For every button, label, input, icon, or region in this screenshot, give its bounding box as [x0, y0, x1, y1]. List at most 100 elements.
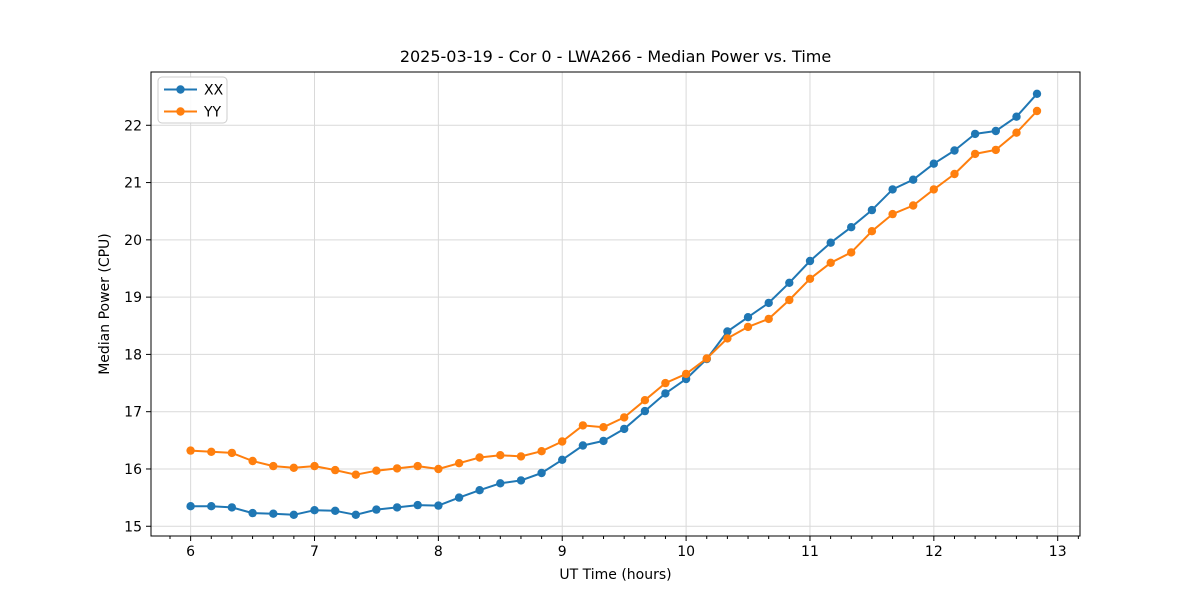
data-point-marker [434, 501, 443, 510]
legend-item-yy: YY [164, 105, 222, 121]
data-point-marker [867, 205, 877, 215]
x-tick-label: 7 [310, 544, 319, 560]
data-point-marker [909, 175, 918, 184]
data-point-marker [620, 413, 629, 422]
data-point-marker [496, 451, 505, 460]
y-tick-label: 19 [124, 290, 142, 306]
y-axis-label: Median Power (CPU) [97, 233, 113, 375]
data-point-marker [227, 448, 237, 458]
data-point-marker [351, 470, 360, 479]
legend-marker-icon [176, 85, 185, 94]
data-point-marker [248, 508, 257, 518]
x-tick-label: 8 [434, 544, 443, 560]
data-point-marker [186, 446, 195, 455]
data-point-marker [764, 314, 773, 324]
data-point-marker [558, 437, 567, 446]
data-point-marker [702, 354, 711, 363]
data-point-marker [351, 510, 360, 519]
data-point-marker [805, 274, 815, 283]
x-tick-label: 13 [1049, 544, 1067, 560]
legend: XX YY [157, 76, 228, 124]
data-point-marker [537, 468, 546, 478]
x-tick-label: 11 [801, 544, 819, 560]
x-tick-label: 12 [925, 544, 943, 560]
data-point-marker [372, 466, 381, 475]
y-tick-label: 15 [124, 519, 142, 535]
data-point-marker [970, 149, 980, 159]
legend-item-xx: XX [164, 83, 224, 99]
y-tick-label: 17 [124, 405, 142, 421]
data-point-marker [847, 248, 856, 257]
data-point-marker [248, 456, 257, 466]
data-point-marker [537, 447, 546, 456]
series-yy-markers [186, 106, 1042, 479]
data-point-marker [289, 510, 298, 519]
data-point-marker [331, 465, 340, 475]
data-point-marker [207, 502, 216, 511]
series-yy-line [189, 110, 1038, 476]
data-point-marker [496, 479, 505, 488]
data-point-marker [888, 185, 897, 194]
data-point-marker [331, 506, 340, 515]
data-point-marker [558, 455, 567, 464]
series-xx-line [189, 92, 1038, 516]
y-tick-label: 22 [124, 118, 142, 134]
y-tick-label: 18 [124, 347, 142, 363]
x-tick-label: 10 [677, 544, 695, 560]
data-point-marker [578, 441, 588, 450]
data-point-marker [475, 453, 484, 462]
data-point-marker [289, 463, 298, 472]
data-point-marker [785, 295, 794, 305]
axes-frame [150, 71, 1081, 537]
data-point-marker [929, 185, 938, 194]
data-point-marker [764, 298, 773, 308]
data-point-marker [661, 378, 670, 388]
data-point-marker [970, 129, 980, 139]
data-point-marker [599, 423, 608, 432]
data-point-marker [310, 461, 319, 471]
data-point-marker [681, 369, 691, 379]
legend-label: YY [203, 105, 222, 121]
data-point-marker [743, 313, 753, 322]
data-point-marker [723, 334, 732, 343]
y-tick-label: 16 [124, 462, 142, 478]
data-point-marker [826, 238, 835, 247]
data-point-marker [434, 464, 443, 474]
data-point-marker [950, 146, 959, 155]
data-point-marker [888, 209, 897, 219]
x-axis-label: UT Time (hours) [559, 567, 671, 583]
data-point-marker [991, 145, 1000, 155]
y-tick-label: 21 [124, 176, 142, 192]
data-point-marker [805, 256, 815, 266]
data-point-marker [826, 258, 835, 267]
chart-title: 2025-03-19 - Cor 0 - LWA266 - Median Pow… [400, 47, 831, 66]
data-point-marker [516, 476, 526, 485]
data-point-marker [310, 506, 319, 515]
data-point-marker [475, 486, 484, 495]
data-point-marker [269, 461, 278, 471]
data-point-marker [413, 500, 422, 510]
data-point-marker [640, 396, 650, 405]
data-point-marker [207, 447, 216, 456]
data-point-marker [909, 201, 918, 210]
x-tick-label: 6 [186, 544, 195, 560]
data-point-marker [929, 159, 938, 168]
legend-label: XX [204, 83, 224, 99]
data-point-marker [372, 505, 381, 514]
data-point-marker [620, 424, 629, 434]
data-point-marker [743, 322, 753, 332]
data-point-marker [413, 461, 422, 471]
data-point-marker [847, 223, 856, 232]
data-point-marker [392, 464, 402, 473]
data-point-marker [1032, 89, 1042, 99]
data-point-marker [454, 493, 464, 502]
data-point-marker [867, 227, 877, 236]
x-tick-label: 9 [558, 544, 567, 560]
data-point-marker [227, 503, 237, 512]
data-point-marker [1012, 128, 1021, 137]
legend-marker-icon [176, 107, 185, 116]
data-point-marker [785, 278, 794, 287]
data-point-marker [454, 459, 464, 468]
